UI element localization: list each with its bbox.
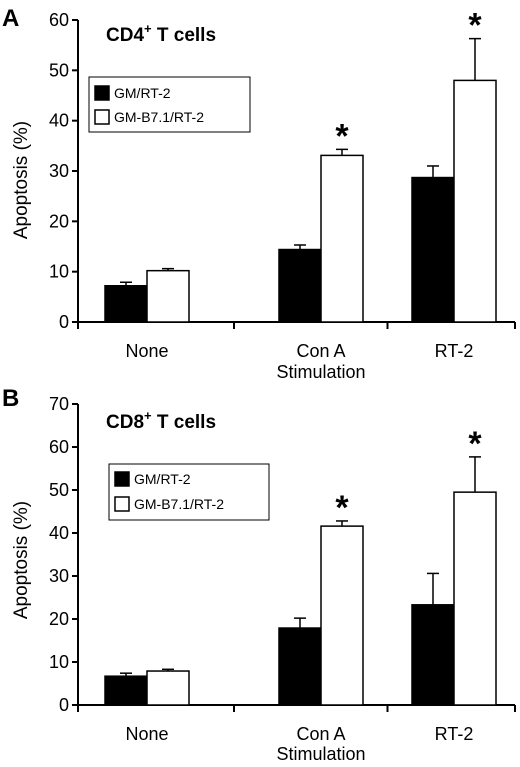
y-tick-label: 20 (49, 211, 69, 231)
legend-swatch-gm-b7-1-rt-2 (94, 109, 110, 125)
y-tick-label: 20 (49, 609, 69, 629)
panel-letter: A (2, 5, 19, 32)
y-tick-label: 40 (49, 111, 69, 131)
y-tick-label: 0 (59, 312, 69, 332)
legend-label-gm-b7-1-rt-2: GM-B7.1/RT-2 (134, 496, 224, 512)
x-axis-label: Stimulation (276, 744, 365, 762)
x-tick-label: None (125, 341, 168, 361)
panel-title: CD4+ T cells (106, 21, 216, 46)
y-tick-label: 50 (49, 480, 69, 500)
x-tick-label: RT-2 (435, 341, 474, 361)
legend-swatch-gm-rt-2 (94, 85, 110, 101)
bar-rt-2-gm-rt-2 (411, 604, 455, 706)
bar-none-gm-rt-2 (104, 285, 148, 323)
bar-con-a-gm-rt-2 (278, 627, 322, 706)
bar-rt-2-gm-b7-1-rt-2 (453, 79, 497, 323)
y-axis-label: Apoptosis (%) (11, 121, 32, 239)
y-tick-label: 10 (49, 652, 69, 672)
legend: GM/RT-2 GM-B7.1/RT-2 (108, 463, 270, 521)
significance-marker: * (468, 7, 482, 45)
bar-none-gm-b7-1-rt-2 (146, 269, 190, 323)
legend-label-gm-rt-2: GM/RT-2 (134, 471, 191, 487)
x-tick-label: Con A (296, 341, 345, 361)
x-tick-label: Con A (296, 724, 345, 744)
y-tick-label: 30 (49, 161, 69, 181)
bar-con-a-gm-rt-2 (278, 248, 322, 323)
significance-marker: * (335, 489, 349, 527)
panel-title: CD8+ T cells (106, 408, 216, 433)
y-tick-label: 60 (49, 10, 69, 30)
bar-none-gm-b7-1-rt-2 (146, 670, 190, 706)
x-axis-label: Stimulation (276, 362, 365, 382)
bar-rt-2-gm-rt-2 (411, 176, 455, 323)
y-tick-label: 0 (59, 695, 69, 715)
legend-swatch-gm-rt-2 (114, 471, 130, 487)
legend-label-gm-b7-1-rt-2: GM-B7.1/RT-2 (114, 109, 204, 125)
panel-letter: B (2, 385, 19, 412)
significance-marker: * (335, 117, 349, 155)
legend-box (88, 76, 251, 133)
y-tick-label: 10 (49, 262, 69, 282)
panel-b: B CD8+ T cells Apoptosis (%) 0 10 20 30 40 50… (2, 385, 516, 764)
significance-marker: * (468, 425, 482, 463)
legend-box (108, 463, 270, 521)
y-tick-label: 40 (49, 523, 69, 543)
marks: 0 10 20 30 40 50 60 70 None * Con A * RT-2 Stimulatio… (49, 394, 516, 764)
x-tick-label: None (125, 724, 168, 744)
y-tick-label: 30 (49, 566, 69, 586)
panel-a: A CD4+ T cells Apoptosis (%) 0 10 20 30 40 50… (2, 5, 516, 382)
y-tick-label: 60 (49, 437, 69, 457)
bar-con-a-gm-b7-1-rt-2 (320, 525, 364, 706)
bar-con-a-gm-b7-1-rt-2 (320, 154, 364, 323)
x-tick-label: RT-2 (435, 724, 474, 744)
y-tick-label: 50 (49, 60, 69, 80)
y-tick-label: 70 (49, 394, 69, 414)
legend-swatch-gm-b7-1-rt-2 (114, 496, 130, 512)
legend: GM/RT-2 GM-B7.1/RT-2 (88, 76, 251, 133)
legend-label-gm-rt-2: GM/RT-2 (114, 85, 171, 101)
bar-rt-2-gm-b7-1-rt-2 (453, 491, 497, 706)
y-axis-label: Apoptosis (%) (11, 501, 32, 619)
marks: 0 10 20 30 40 50 60 None * Con A * RT-2 Stimulation (49, 7, 516, 382)
bar-none-gm-rt-2 (104, 675, 148, 706)
